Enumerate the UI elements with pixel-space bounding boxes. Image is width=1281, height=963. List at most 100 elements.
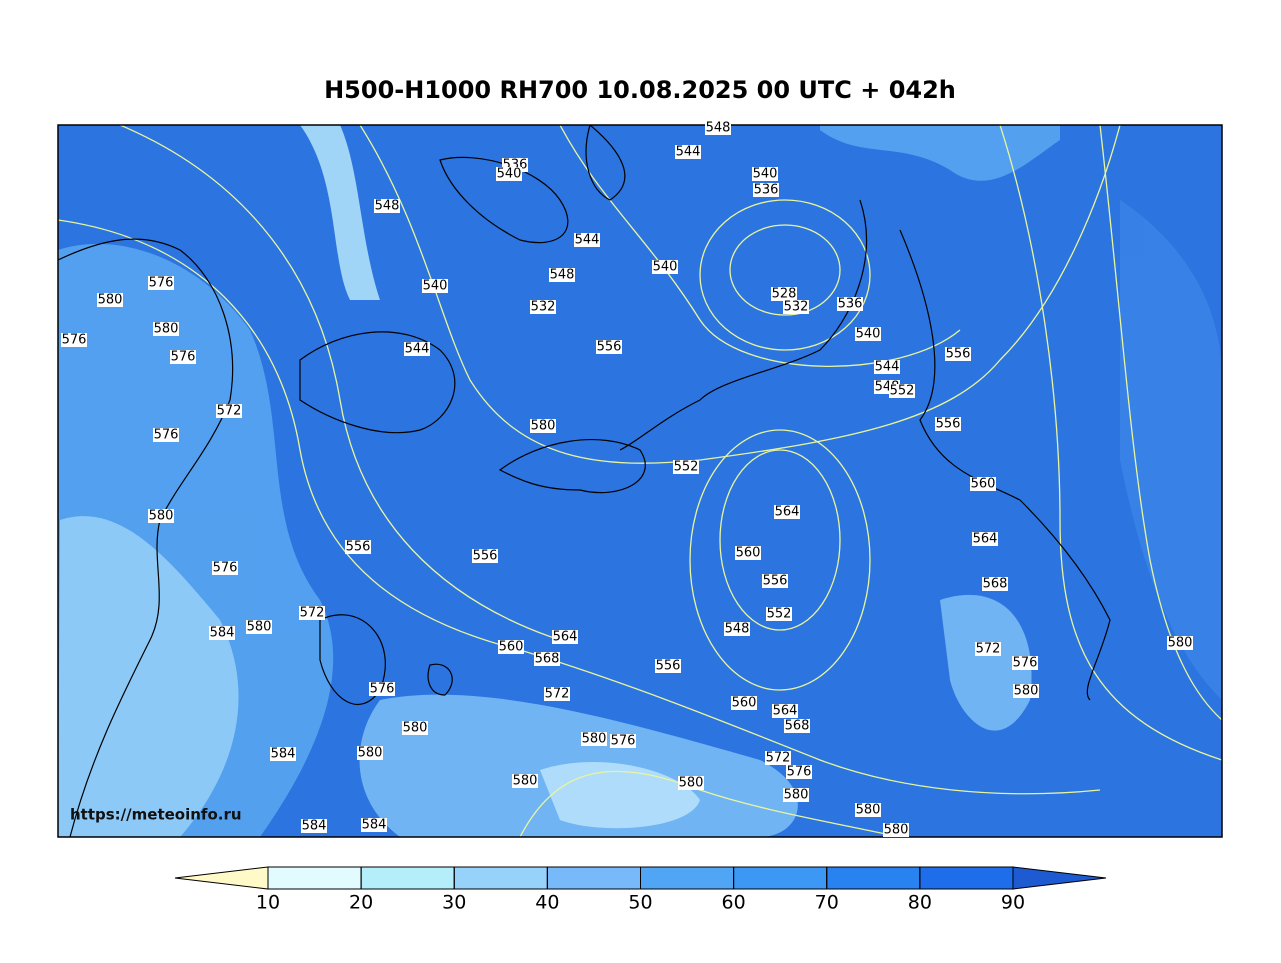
- colorbar-tick-label: 80: [908, 892, 932, 914]
- label-box: [552, 630, 578, 644]
- contour-label: 580: [154, 322, 179, 337]
- contour-label: 576: [370, 682, 395, 697]
- label-box: [345, 540, 371, 554]
- contour-label: 564: [973, 532, 998, 547]
- contour-label: 572: [217, 404, 242, 419]
- label-box: [153, 322, 179, 336]
- contour-label: 580: [403, 721, 428, 736]
- contour-label: 576: [62, 333, 87, 348]
- colorbar-tick-label: 10: [256, 892, 280, 914]
- contour-label: 576: [213, 561, 238, 576]
- label-box: [945, 347, 971, 361]
- colorbar-tick-label: 20: [349, 892, 373, 914]
- label-box: [596, 340, 622, 354]
- label-box: [357, 746, 383, 760]
- contour-label: 556: [763, 574, 788, 589]
- contour-label: 536: [838, 297, 863, 312]
- contour-label: 560: [971, 477, 996, 492]
- label-box: [975, 642, 1001, 656]
- contour-label: 540: [423, 279, 448, 294]
- colorbar-segment: [733, 866, 828, 890]
- label-box: [544, 687, 570, 701]
- contour-label: 548: [550, 268, 575, 283]
- contour-label: 580: [98, 293, 123, 308]
- contour-label: 576: [154, 428, 179, 443]
- contour-label: 584: [210, 626, 235, 641]
- contour-label: 580: [679, 776, 704, 791]
- label-box: [771, 287, 797, 301]
- contour-label: 556: [473, 549, 498, 564]
- label-box: [153, 428, 179, 442]
- label-box: [705, 121, 731, 135]
- label-box: [1167, 636, 1193, 650]
- label-box: [270, 747, 296, 761]
- contour-label: 544: [575, 233, 600, 248]
- contour-label: 580: [582, 732, 607, 747]
- contour-label: 540: [753, 167, 778, 182]
- contour-label: 568: [983, 577, 1008, 592]
- label-box: [1012, 656, 1038, 670]
- label-box: [610, 734, 636, 748]
- label-box: [299, 606, 325, 620]
- contour-label: 548: [725, 622, 750, 637]
- label-box: [935, 417, 961, 431]
- contour-label: 548: [375, 199, 400, 214]
- watermark: https://meteoinfo.ru: [70, 806, 242, 824]
- label-box: [783, 300, 809, 314]
- contour-label: 540: [497, 167, 522, 182]
- contour-label: 572: [545, 687, 570, 702]
- label-box: [422, 279, 448, 293]
- label-box: [97, 293, 123, 307]
- contour-label: 580: [531, 419, 556, 434]
- contour-label: 556: [597, 340, 622, 355]
- map: [58, 125, 1222, 837]
- colorbar-tick-label: 50: [628, 892, 652, 914]
- label-box: [549, 268, 575, 282]
- contour-label: 544: [875, 360, 900, 375]
- label-box: [753, 183, 779, 197]
- colorbar-segment: [919, 866, 1014, 890]
- label-box: [724, 622, 750, 636]
- label-box: [735, 546, 761, 560]
- colorbar-segment: [360, 866, 455, 890]
- label-box: [530, 419, 556, 433]
- contour-label: 576: [787, 765, 812, 780]
- label-box: [752, 167, 778, 181]
- contour-label: 552: [767, 607, 792, 622]
- label-box: [972, 532, 998, 546]
- label-box: [374, 199, 400, 213]
- contour-label: 544: [676, 145, 701, 160]
- label-box: [170, 350, 196, 364]
- label-box: [212, 561, 238, 575]
- label-box: [361, 818, 387, 832]
- label-box: [766, 607, 792, 621]
- colorbar-over: [1012, 866, 1107, 890]
- label-box: [837, 297, 863, 311]
- contour-label: 540: [856, 327, 881, 342]
- label-box: [301, 819, 327, 833]
- contour-label: 556: [936, 417, 961, 432]
- label-box: [512, 774, 538, 788]
- contour-label: 580: [247, 620, 272, 635]
- contour-label: 552: [890, 384, 915, 399]
- label-box: [678, 776, 704, 790]
- contour-label: 564: [773, 704, 798, 719]
- contour-label: 564: [553, 630, 578, 645]
- contour-label: 572: [976, 642, 1001, 657]
- contour-label: 580: [784, 788, 809, 803]
- contour-label: 532: [784, 300, 809, 315]
- contour-label: 564: [775, 505, 800, 520]
- label-box: [855, 803, 881, 817]
- contour-label: 580: [856, 803, 881, 818]
- label-box: [496, 167, 522, 181]
- label-box: [402, 721, 428, 735]
- label-box: [765, 751, 791, 765]
- contour-label: 580: [358, 746, 383, 761]
- label-box: [675, 145, 701, 159]
- contour-label: 536: [754, 183, 779, 198]
- contour-label: 572: [766, 751, 791, 766]
- label-box: [209, 626, 235, 640]
- label-box: [774, 505, 800, 519]
- colorbar-segment: [826, 866, 921, 890]
